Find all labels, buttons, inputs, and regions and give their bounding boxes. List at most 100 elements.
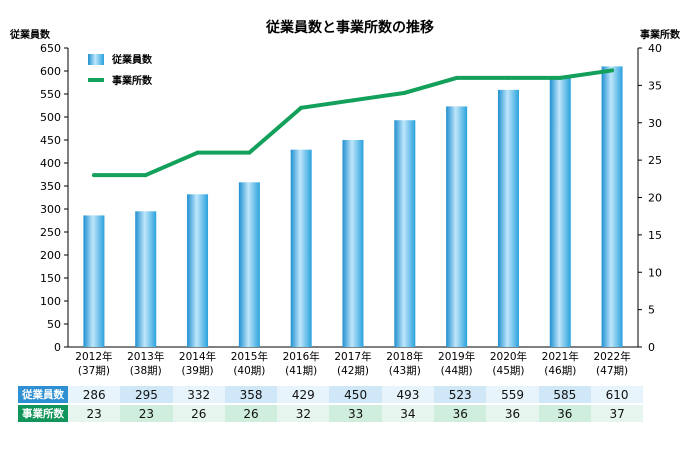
right-tick-label: 30 — [648, 117, 662, 130]
legend-bar-label: 従業員数 — [111, 53, 153, 66]
chart-title: 従業員数と事業所数の推移 — [265, 19, 434, 36]
line-point — [610, 68, 615, 73]
line-point — [558, 75, 563, 80]
right-tick-label: 40 — [648, 42, 662, 55]
bar — [187, 194, 209, 347]
bar — [601, 66, 623, 348]
table-row-employees: 従業員数 286 295 332 358 429 450 493 523 559 585 610 — [18, 386, 644, 405]
line-point — [143, 173, 148, 178]
table-row-header: 事業所数 — [18, 404, 68, 424]
x-tick-label: 2019年 — [438, 350, 475, 363]
x-tick-label: (41期) — [285, 365, 317, 377]
left-tick-label: 600 — [40, 65, 61, 78]
legend-line-label: 事業所数 — [112, 74, 153, 87]
left-tick-label: 400 — [40, 157, 61, 170]
table-cell: 493 — [381, 386, 435, 405]
table-cell: 36 — [486, 404, 539, 424]
bar — [394, 120, 416, 347]
line-point — [299, 105, 304, 110]
right-tick-label: 15 — [648, 229, 662, 242]
x-tick-label: 2022年 — [593, 350, 630, 363]
x-tick-label: (40期) — [233, 365, 265, 377]
bar — [446, 106, 468, 347]
legend-bar-swatch — [88, 54, 104, 65]
bar — [238, 182, 260, 347]
table-cell: 37 — [590, 404, 644, 424]
table-cell: 295 — [120, 386, 173, 405]
table-cell: 523 — [434, 386, 487, 405]
x-tick-label: 2015年 — [231, 350, 268, 363]
x-tick-label: 2017年 — [334, 350, 371, 363]
left-tick-label: 300 — [40, 203, 61, 216]
bar — [83, 215, 105, 347]
left-tick-label: 650 — [40, 42, 61, 55]
table-cell: 429 — [277, 386, 330, 405]
table-cell: 559 — [486, 386, 539, 405]
right-tick-label: 25 — [648, 154, 662, 167]
x-tick-label: (47期) — [596, 365, 628, 377]
chart-area: 従業員数と事業所数の推移 従業員数 事業所数 05010015020025030… — [9, 19, 681, 377]
bars — [83, 66, 623, 348]
table-cell: 332 — [172, 386, 225, 405]
table-cell: 585 — [538, 386, 591, 405]
x-tick-label: 2016年 — [283, 350, 320, 363]
left-tick-label: 550 — [40, 88, 61, 101]
line-point — [454, 75, 459, 80]
left-tick-label: 500 — [40, 111, 61, 124]
line-series — [91, 68, 615, 178]
x-tick-label: (37期) — [78, 365, 110, 377]
left-tick-label: 450 — [40, 134, 61, 147]
table-cell: 23 — [120, 404, 173, 424]
table-cell: 34 — [381, 404, 435, 424]
left-tick-label: 250 — [40, 226, 61, 239]
table-cell: 33 — [329, 404, 382, 424]
line-point — [402, 90, 407, 95]
right-tick-label: 20 — [648, 192, 662, 205]
table-cell: 23 — [68, 404, 121, 424]
left-tick-label: 200 — [40, 249, 61, 262]
x-tick-label: 2012年 — [75, 350, 112, 363]
right-tick-label: 0 — [648, 341, 655, 354]
x-tick-label: (43期) — [389, 365, 421, 377]
left-tick-label: 350 — [40, 180, 61, 193]
right-tick-label: 5 — [648, 304, 655, 317]
left-axis-label: 従業員数 — [9, 28, 51, 41]
bar — [549, 77, 571, 348]
table-cell: 358 — [224, 386, 278, 405]
table-cell: 32 — [277, 404, 330, 424]
table-cell: 36 — [434, 404, 487, 424]
left-tick-label: 0 — [54, 341, 61, 354]
left-tick-label: 150 — [40, 272, 61, 285]
left-tick-label: 100 — [40, 295, 61, 308]
line-point — [351, 98, 355, 103]
bar — [342, 140, 364, 347]
line-point — [506, 75, 511, 80]
legend: 従業員数 事業所数 — [88, 53, 153, 87]
table-cell: 286 — [68, 386, 121, 405]
line-point — [247, 150, 252, 155]
bar — [497, 89, 519, 348]
data-table: 従業員数 286 295 332 358 429 450 493 523 559 585 610 事… — [18, 386, 644, 424]
line-point — [91, 173, 96, 178]
right-tick-label: 10 — [648, 266, 662, 279]
x-tick-label: 2020年 — [490, 350, 527, 363]
table-cell: 26 — [172, 404, 225, 424]
table-row-header: 従業員数 — [18, 386, 68, 405]
table-cell: 26 — [224, 404, 278, 424]
x-tick-label: (44期) — [441, 365, 473, 377]
right-tick-label: 35 — [648, 79, 662, 92]
table-cell: 610 — [590, 386, 644, 405]
x-tick-label: 2018年 — [386, 350, 423, 363]
x-tick-label: (39期) — [182, 365, 214, 377]
table-cell: 450 — [329, 386, 382, 405]
x-tick-label: 2013年 — [127, 350, 164, 363]
table-row-offices: 事業所数 23 23 26 26 32 33 34 36 36 36 37 — [18, 404, 644, 424]
left-tick-label: 50 — [47, 318, 61, 331]
line-point — [195, 150, 200, 155]
axes: 0 50 100 150 200 250 300 350 400 450 500 550 600 650 0… — [40, 42, 662, 354]
x-tick-label: (46期) — [544, 365, 576, 377]
x-tick-label: (45期) — [492, 365, 524, 377]
x-ticks: 2012年 (37期) 2013年 (38期) 2014年 (39期) 2015年 (40期)… — [75, 350, 630, 377]
bar — [290, 149, 312, 347]
x-tick-label: 2021年 — [542, 350, 579, 363]
